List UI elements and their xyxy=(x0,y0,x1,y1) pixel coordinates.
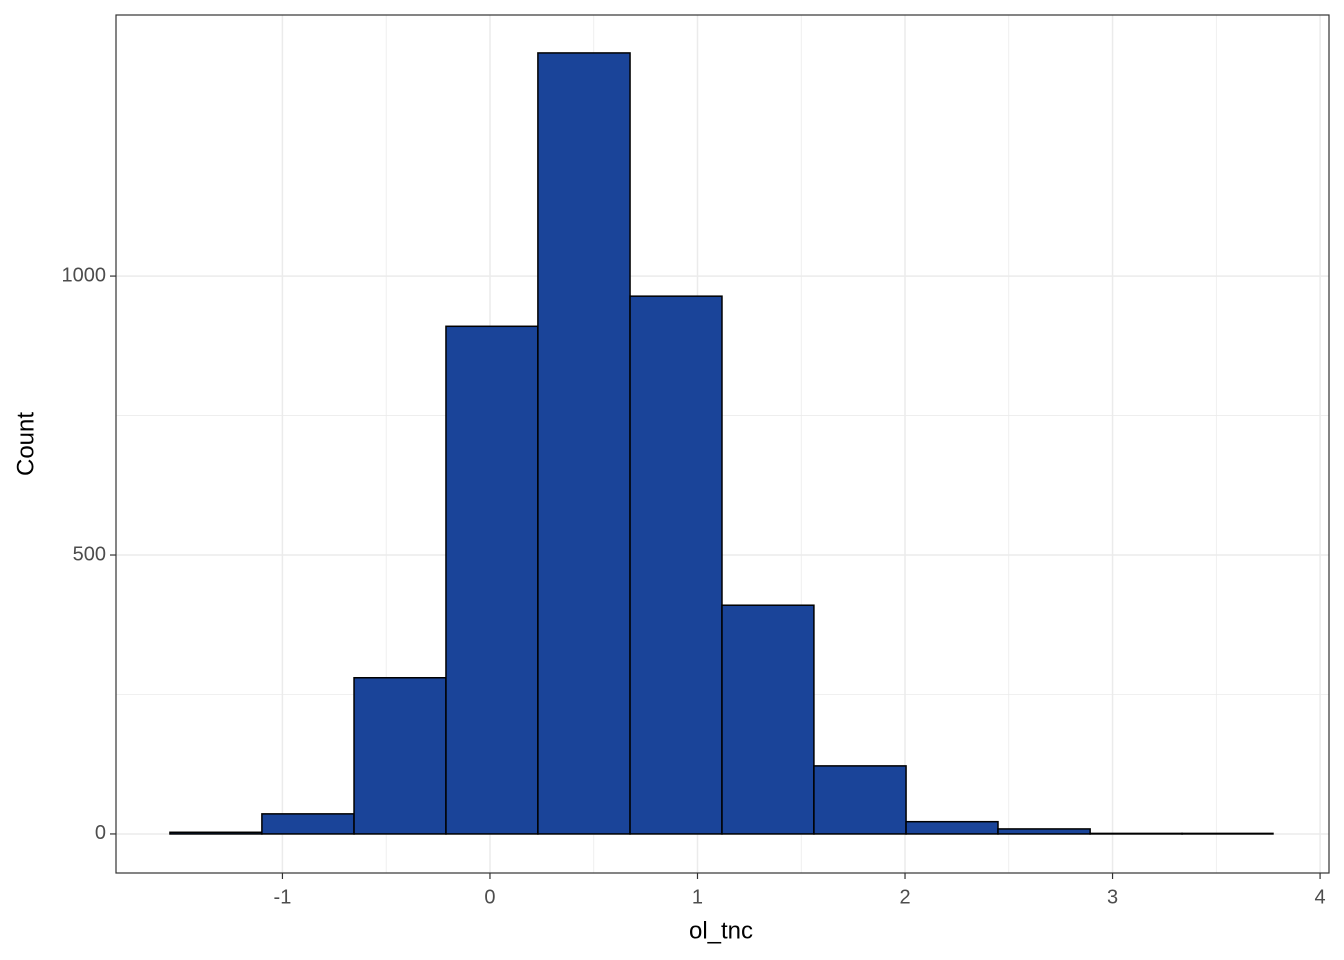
y-tick-label: 0 xyxy=(95,822,106,844)
plot-border xyxy=(115,14,1330,874)
bar xyxy=(353,676,447,835)
bar xyxy=(445,325,539,835)
x-tick-label: 2 xyxy=(899,886,910,908)
bar xyxy=(537,52,631,835)
x-tick-label: 4 xyxy=(1315,886,1326,908)
x-axis-title: ol_tnc xyxy=(689,917,753,944)
bar xyxy=(905,820,999,835)
x-tick-label: 0 xyxy=(484,886,495,908)
bar xyxy=(1089,832,1183,835)
bar xyxy=(813,765,907,835)
bar xyxy=(629,295,723,835)
bar xyxy=(1181,832,1274,835)
y-tick-label: 1000 xyxy=(62,264,107,286)
bar xyxy=(169,831,263,835)
bar xyxy=(721,604,815,835)
bar xyxy=(997,828,1091,835)
y-tick-label: 500 xyxy=(73,543,106,565)
y-axis-title: Count xyxy=(12,412,39,476)
bar xyxy=(261,813,355,835)
x-tick-label: -1 xyxy=(274,886,292,908)
x-tick-label: 3 xyxy=(1107,886,1118,908)
x-tick-label: 1 xyxy=(692,886,703,908)
